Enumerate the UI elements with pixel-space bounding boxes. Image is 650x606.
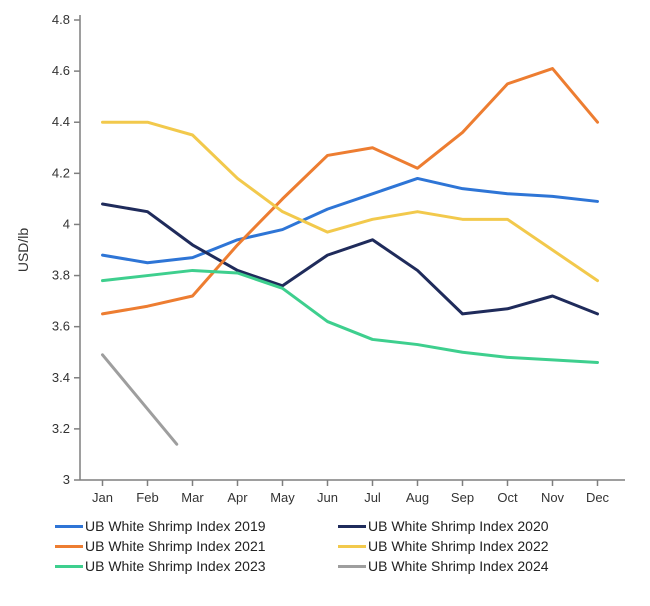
legend-label: UB White Shrimp Index 2021: [85, 538, 266, 554]
legend-item: UB White Shrimp Index 2023: [55, 558, 310, 574]
legend-item: UB White Shrimp Index 2022: [338, 538, 593, 554]
y-tick-label: 3.8: [52, 268, 70, 283]
legend-swatch: [338, 545, 366, 548]
x-tick-label: Dec: [586, 490, 610, 505]
legend-label: UB White Shrimp Index 2019: [85, 518, 266, 534]
x-tick-label: Jan: [92, 490, 113, 505]
legend-swatch: [338, 525, 366, 528]
legend-label: UB White Shrimp Index 2022: [368, 538, 549, 554]
legend-label: UB White Shrimp Index 2020: [368, 518, 549, 534]
series-line: [103, 270, 598, 362]
series-line: [103, 178, 598, 262]
x-tick-label: Apr: [227, 490, 248, 505]
legend-item: UB White Shrimp Index 2020: [338, 518, 593, 534]
x-tick-label: May: [270, 490, 295, 505]
x-tick-label: Aug: [406, 490, 429, 505]
shrimp-index-chart: 3 3.2 3.4 3.6 3.8 4 4.2 4.4 4.6 4.8 USD/lb Jan Feb Ma…: [0, 0, 650, 606]
x-tick-label: Mar: [181, 490, 204, 505]
y-tick-label: 4.2: [52, 165, 70, 180]
y-tick-label: 4: [63, 216, 70, 231]
x-tick-label: Nov: [541, 490, 565, 505]
y-axis-title: USD/lb: [15, 228, 31, 273]
series-line: [103, 69, 598, 314]
legend-swatch: [338, 565, 366, 568]
y-tick-label: 3.2: [52, 421, 70, 436]
legend-item: UB White Shrimp Index 2019: [55, 518, 310, 534]
x-tick-label: Feb: [136, 490, 158, 505]
legend-label: UB White Shrimp Index 2023: [85, 558, 266, 574]
y-tick-label: 4.8: [52, 12, 70, 27]
legend-label: UB White Shrimp Index 2024: [368, 558, 549, 574]
chart-legend: UB White Shrimp Index 2019 UB White Shrim…: [55, 518, 605, 574]
chart-plot: 3 3.2 3.4 3.6 3.8 4 4.2 4.4 4.6 4.8 USD/lb Jan Feb Ma…: [0, 0, 650, 520]
y-tick-label: 3.4: [52, 370, 70, 385]
x-tick-label: Oct: [497, 490, 518, 505]
x-tick-label: Jul: [364, 490, 381, 505]
y-tick-label: 4.4: [52, 114, 70, 129]
x-tick-label: Jun: [317, 490, 338, 505]
legend-item: UB White Shrimp Index 2021: [55, 538, 310, 554]
series-line: [103, 355, 177, 444]
legend-swatch: [55, 525, 83, 528]
y-tick-label: 3.6: [52, 319, 70, 334]
y-tick-label: 3: [63, 472, 70, 487]
legend-swatch: [55, 565, 83, 568]
legend-item: UB White Shrimp Index 2024: [338, 558, 593, 574]
legend-swatch: [55, 545, 83, 548]
x-tick-label: Sep: [451, 490, 474, 505]
y-tick-label: 4.6: [52, 63, 70, 78]
